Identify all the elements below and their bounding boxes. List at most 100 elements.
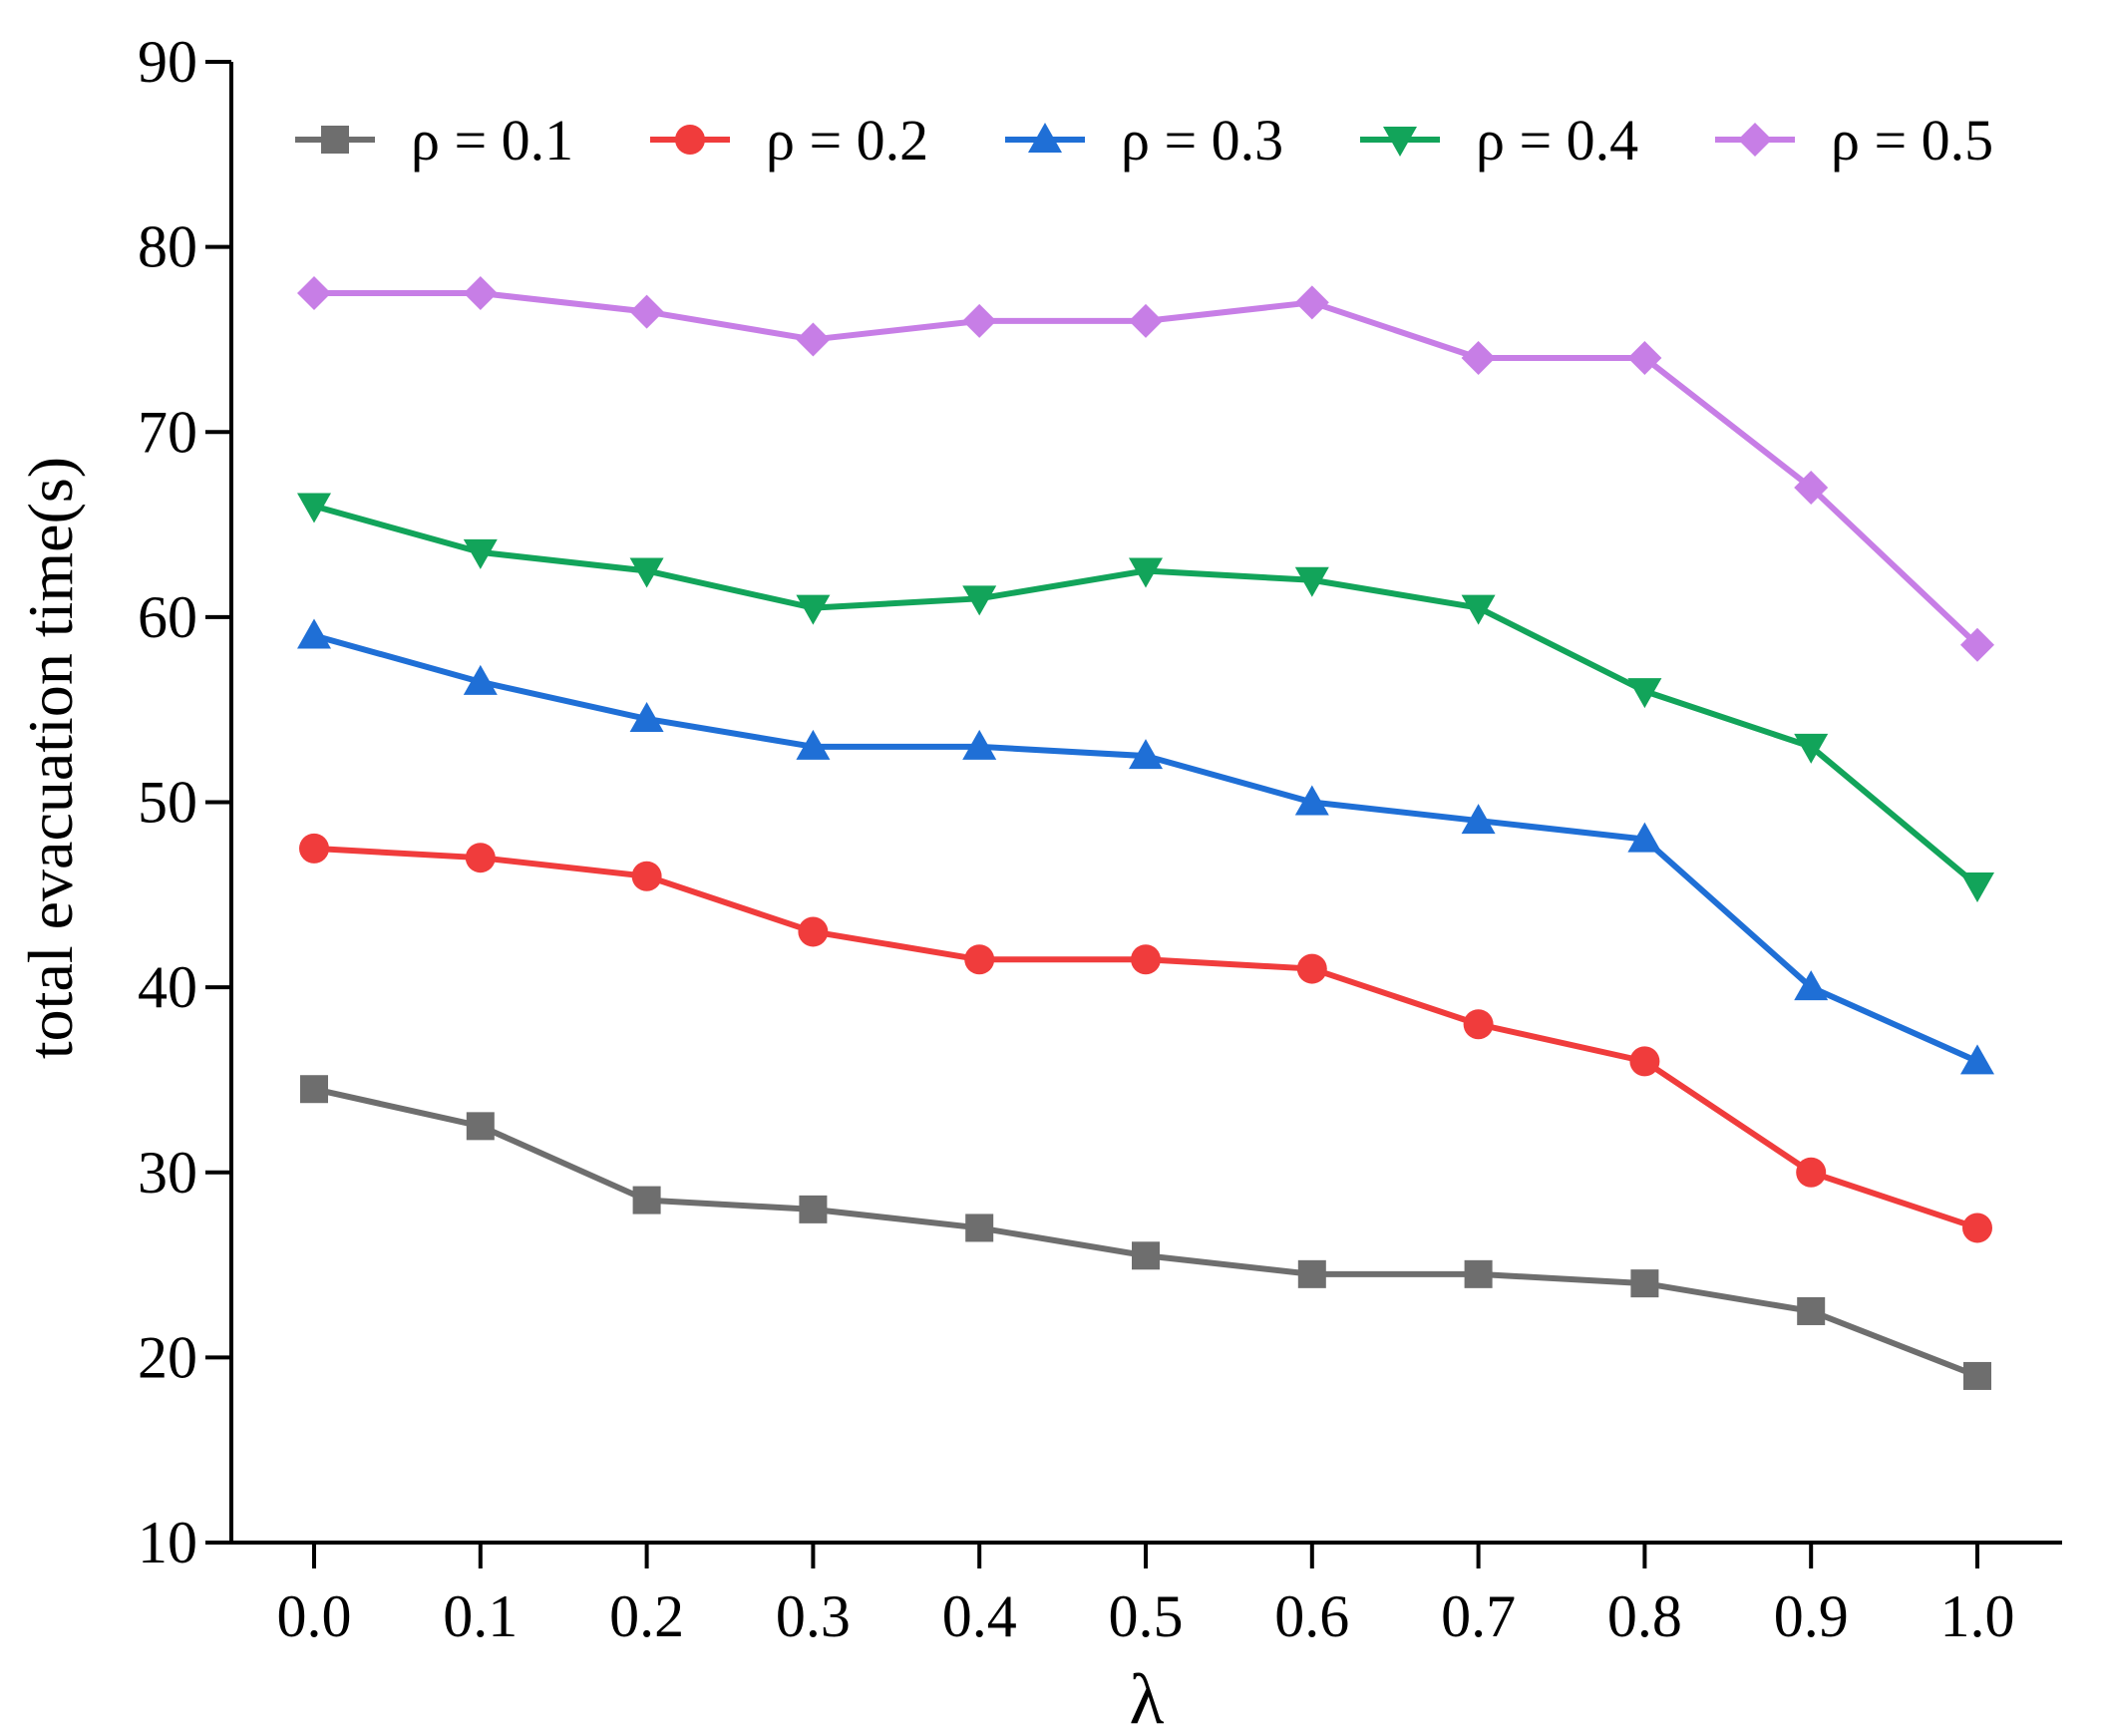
data-point bbox=[1962, 1213, 1992, 1243]
data-point bbox=[629, 701, 664, 732]
legend-label: ρ = 0.4 bbox=[1476, 108, 1638, 173]
axes: 10 20 30 40 50 60 70 80 90 0.0 0.1 0.2 0.3 0.4 0.5 0.6 0… bbox=[138, 29, 2062, 1649]
data-point bbox=[1627, 822, 1662, 853]
data-point bbox=[631, 861, 662, 891]
data-point bbox=[1796, 1157, 1827, 1188]
data-point bbox=[1794, 970, 1829, 1001]
data-point bbox=[629, 557, 664, 588]
data-point bbox=[799, 1195, 828, 1223]
data-point bbox=[964, 944, 995, 975]
x-tick-label: 0.0 bbox=[277, 1583, 352, 1649]
x-tick-label: 0.7 bbox=[1441, 1583, 1516, 1649]
data-point bbox=[1463, 1009, 1494, 1040]
y-tick-label: 30 bbox=[138, 1140, 197, 1206]
x-tick-label: 0.8 bbox=[1607, 1583, 1682, 1649]
x-tick-label: 0.5 bbox=[1109, 1583, 1184, 1649]
legend-item-2: ρ = 0.2 bbox=[650, 108, 928, 173]
y-axis-title: total evacuation time(s) bbox=[15, 457, 86, 1059]
series-line bbox=[313, 632, 1979, 1065]
data-point bbox=[796, 729, 831, 760]
y-tick-label: 50 bbox=[138, 770, 197, 836]
data-point bbox=[1294, 785, 1329, 816]
x-tick-label: 1.0 bbox=[1940, 1583, 2015, 1649]
data-point bbox=[1296, 953, 1327, 984]
series-3 bbox=[297, 618, 1994, 1075]
legend: ρ = 0.1 ρ = 0.2 ρ = 0.3 ρ = 0.4 ρ = 0.5 bbox=[295, 108, 1993, 173]
data-point bbox=[1461, 804, 1496, 835]
data-point bbox=[962, 585, 997, 616]
x-tick-label: 0.6 bbox=[1274, 1583, 1349, 1649]
y-tick-label: 60 bbox=[138, 584, 197, 650]
y-tick-label: 20 bbox=[138, 1324, 197, 1390]
data-point bbox=[1461, 341, 1496, 375]
data-point bbox=[1294, 566, 1329, 597]
legend-label: ρ = 0.3 bbox=[1121, 108, 1283, 173]
legend-label: ρ = 0.5 bbox=[1831, 108, 1993, 173]
data-point bbox=[796, 322, 831, 357]
series-4 bbox=[297, 493, 1994, 903]
data-point bbox=[1960, 627, 1994, 662]
legend-marker bbox=[675, 125, 705, 155]
data-point bbox=[1297, 1259, 1326, 1288]
x-axis-title: λ bbox=[1130, 1659, 1165, 1736]
legend-marker bbox=[321, 126, 349, 154]
data-point bbox=[1129, 739, 1163, 770]
data-point bbox=[796, 594, 831, 625]
data-point bbox=[1960, 1044, 1994, 1075]
series-line bbox=[313, 1086, 1979, 1379]
data-point bbox=[297, 276, 331, 311]
series-line bbox=[314, 290, 1980, 647]
y-tick-label: 70 bbox=[138, 399, 197, 465]
y-tick-label: 80 bbox=[138, 214, 197, 280]
series-1 bbox=[300, 1075, 1991, 1390]
data-point bbox=[962, 729, 997, 760]
data-point bbox=[632, 1186, 661, 1215]
x-tick-label: 0.2 bbox=[609, 1583, 684, 1649]
data-point bbox=[1630, 1269, 1659, 1298]
data-point bbox=[962, 303, 997, 338]
series-line bbox=[313, 845, 1978, 1231]
data-point bbox=[463, 276, 498, 311]
data-point bbox=[300, 1075, 328, 1104]
data-point bbox=[798, 916, 829, 947]
data-point bbox=[297, 618, 331, 649]
series-2 bbox=[299, 833, 1992, 1243]
legend-marker bbox=[1738, 123, 1772, 157]
y-tick-label: 90 bbox=[138, 29, 197, 95]
legend-item-5: ρ = 0.5 bbox=[1715, 108, 1993, 173]
data-point bbox=[1461, 594, 1496, 625]
data-point bbox=[965, 1214, 994, 1242]
legend-marker bbox=[1383, 127, 1417, 157]
x-tick-label: 0.4 bbox=[942, 1583, 1017, 1649]
legend-item-1: ρ = 0.1 bbox=[295, 108, 573, 173]
data-point bbox=[1960, 872, 1994, 903]
data-point bbox=[629, 294, 664, 329]
data-point bbox=[297, 493, 331, 523]
x-tick-label: 0.3 bbox=[776, 1583, 851, 1649]
data-point bbox=[463, 538, 498, 569]
x-tick-label: 0.9 bbox=[1774, 1583, 1849, 1649]
legend-item-4: ρ = 0.4 bbox=[1360, 108, 1638, 173]
data-point bbox=[1294, 285, 1329, 320]
data-point bbox=[1627, 678, 1662, 709]
x-tick-label: 0.1 bbox=[443, 1583, 518, 1649]
legend-label: ρ = 0.2 bbox=[766, 108, 928, 173]
data-point bbox=[1129, 303, 1163, 338]
data-point bbox=[1464, 1259, 1493, 1288]
data-point bbox=[1129, 557, 1163, 588]
data-point bbox=[1794, 733, 1829, 764]
y-tick-label: 40 bbox=[138, 954, 197, 1020]
data-point bbox=[1629, 1046, 1660, 1077]
y-tick-label: 10 bbox=[138, 1510, 197, 1575]
legend-item-3: ρ = 0.3 bbox=[1005, 108, 1283, 173]
data-point bbox=[1132, 1241, 1160, 1270]
data-point bbox=[463, 664, 498, 695]
series-layer bbox=[297, 276, 1994, 1390]
data-point bbox=[466, 1112, 495, 1141]
data-point bbox=[1131, 944, 1161, 975]
data-point bbox=[465, 843, 496, 873]
data-point bbox=[1794, 470, 1829, 505]
data-point bbox=[1627, 341, 1662, 375]
data-point bbox=[299, 833, 329, 864]
